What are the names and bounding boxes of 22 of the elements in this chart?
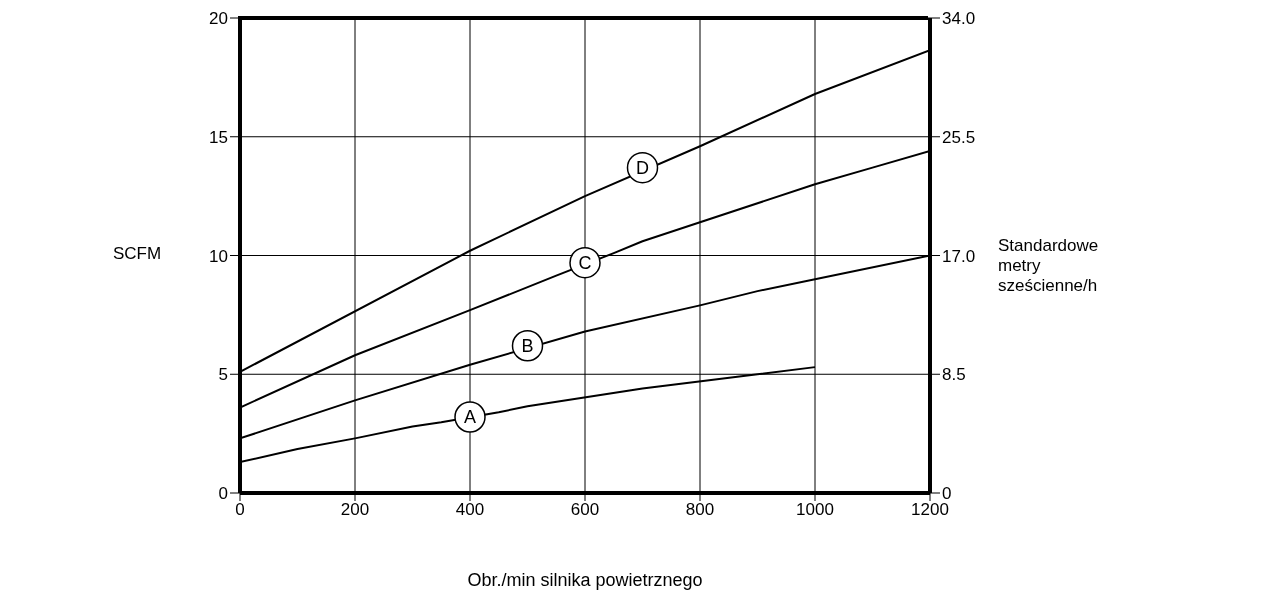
annotation: B [521,336,534,357]
y2-tick-label: 25.5 [942,127,976,147]
y-tick-label: 5 [218,365,228,385]
y-tick-label: 10 [209,246,228,266]
y-tick-label: 0 [218,484,228,504]
y2-tick-label: 8.5 [942,365,966,385]
y-tick-label: 15 [209,127,228,147]
annotation: C [578,253,592,274]
x-tick-label: 0 [235,500,245,520]
y2-tick-label: 17.0 [942,246,976,266]
y-tick-label: 20 [209,9,228,29]
annotation: A [463,407,477,428]
y2-tick-label: 34.0 [942,9,976,29]
x-tick-label: 200 [340,500,370,520]
x-tick-label: 1000 [796,500,834,520]
x-axis-title: Obr./min silnika powietrznego [466,570,704,591]
annotation: D [636,158,649,179]
x-tick-label: 600 [570,500,600,520]
x-tick-label: 400 [455,500,485,520]
y2-axis-title: Standardowe metry sześcienne/h [998,236,1100,296]
y-axis-title: SCFM [113,244,162,264]
x-tick-label: 800 [685,500,715,520]
